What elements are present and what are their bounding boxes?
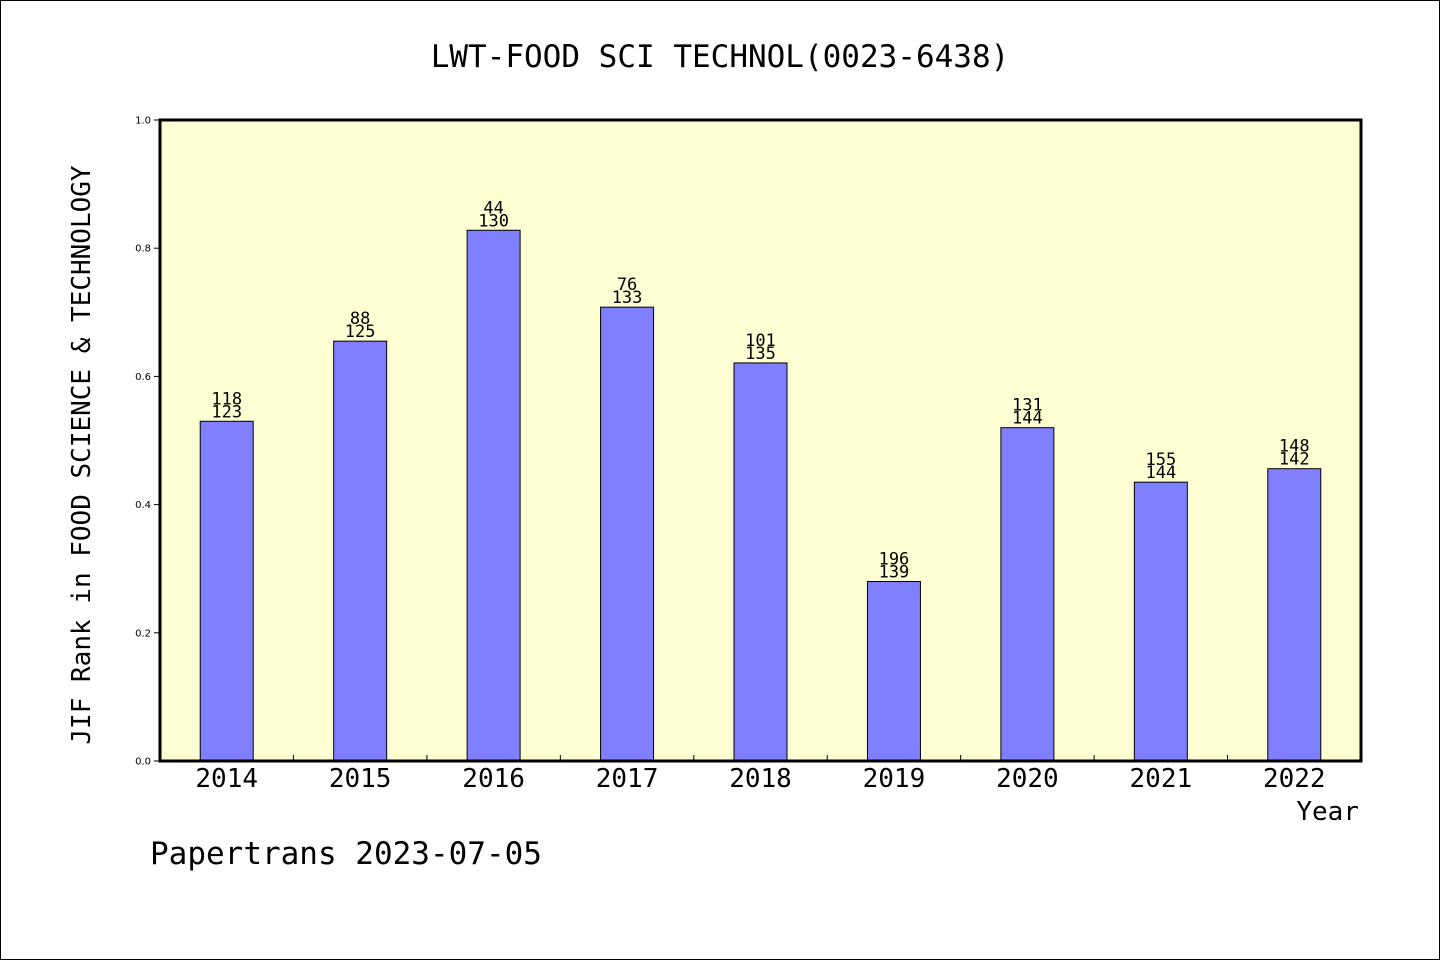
bar-label-bottom: 123 (211, 402, 242, 422)
footer-credit: Papertrans 2023-07-05 (150, 836, 542, 872)
bar-2021 (1133, 481, 1188, 762)
bar-label-bottom: 144 (1012, 409, 1043, 429)
x-axis: 2014 2015 2016 2017 2018 2019 2020 2021 2022 (195, 755, 1326, 794)
bar-labels-group: 1181238812544130761331011351961391311441… (211, 198, 1309, 582)
bar-label-bottom: 142 (1279, 450, 1310, 470)
x-tick-label: 2020 (996, 764, 1059, 794)
x-axis-label: Year (1296, 797, 1359, 827)
y-tick-label: 0.4 (135, 500, 151, 511)
bar-label-bottom: 125 (345, 322, 376, 342)
bar-label-bottom: 130 (478, 211, 509, 231)
y-tick-label: 0.2 (135, 628, 151, 639)
bar-label-top: 196 (879, 550, 910, 570)
x-tick-label: 2016 (462, 764, 525, 794)
bar-label-bottom: 139 (879, 563, 910, 583)
bar-label-top: 88 (350, 309, 370, 329)
chart-title: LWT-FOOD SCI TECHNOL(0023-6438) (431, 39, 1010, 75)
x-tick-label: 2014 (195, 764, 258, 794)
bar-2017 (600, 306, 655, 762)
plot-border (158, 118, 1363, 763)
y-tick-label: 1.0 (135, 116, 151, 127)
bar-label-top: 44 (483, 198, 503, 218)
bar-label-top: 101 (745, 331, 776, 351)
x-tick-label: 2021 (1130, 764, 1193, 794)
x-tick-label: 2019 (863, 764, 926, 794)
bar-2022 (1267, 468, 1322, 762)
bar-2020 (1000, 427, 1055, 762)
bar-2018 (733, 362, 788, 762)
y-axis-label: JIF Rank in FOOD SCIENCE & TECHNOLOGY (67, 165, 97, 745)
bar-2019 (866, 581, 921, 762)
bar-label-top: 131 (1012, 396, 1043, 416)
bar-label-bottom: 144 (1145, 463, 1176, 483)
x-tick-label: 2018 (729, 764, 792, 794)
x-tick-label: 2022 (1263, 764, 1326, 794)
bar-2014 (199, 420, 254, 762)
y-tick-label: 0.6 (135, 372, 151, 383)
y-tick-label: 0.0 (135, 757, 151, 768)
bar-label-top: 148 (1279, 437, 1310, 457)
x-tick-label: 2017 (596, 764, 659, 794)
x-tick-label: 2015 (329, 764, 392, 794)
bar-label-top: 155 (1145, 450, 1176, 470)
bar-2015 (333, 340, 388, 762)
bar-label-top: 118 (211, 389, 242, 409)
y-tick-label: 0.8 (135, 244, 151, 255)
bar-label-top: 76 (617, 275, 637, 295)
y-axis: 0.0 0.2 0.4 0.6 0.8 1.0 (135, 116, 160, 768)
bar-2016 (466, 229, 521, 762)
bar-label-bottom: 133 (612, 288, 643, 308)
bar-label-bottom: 135 (745, 344, 776, 364)
bars-group (199, 229, 1322, 762)
